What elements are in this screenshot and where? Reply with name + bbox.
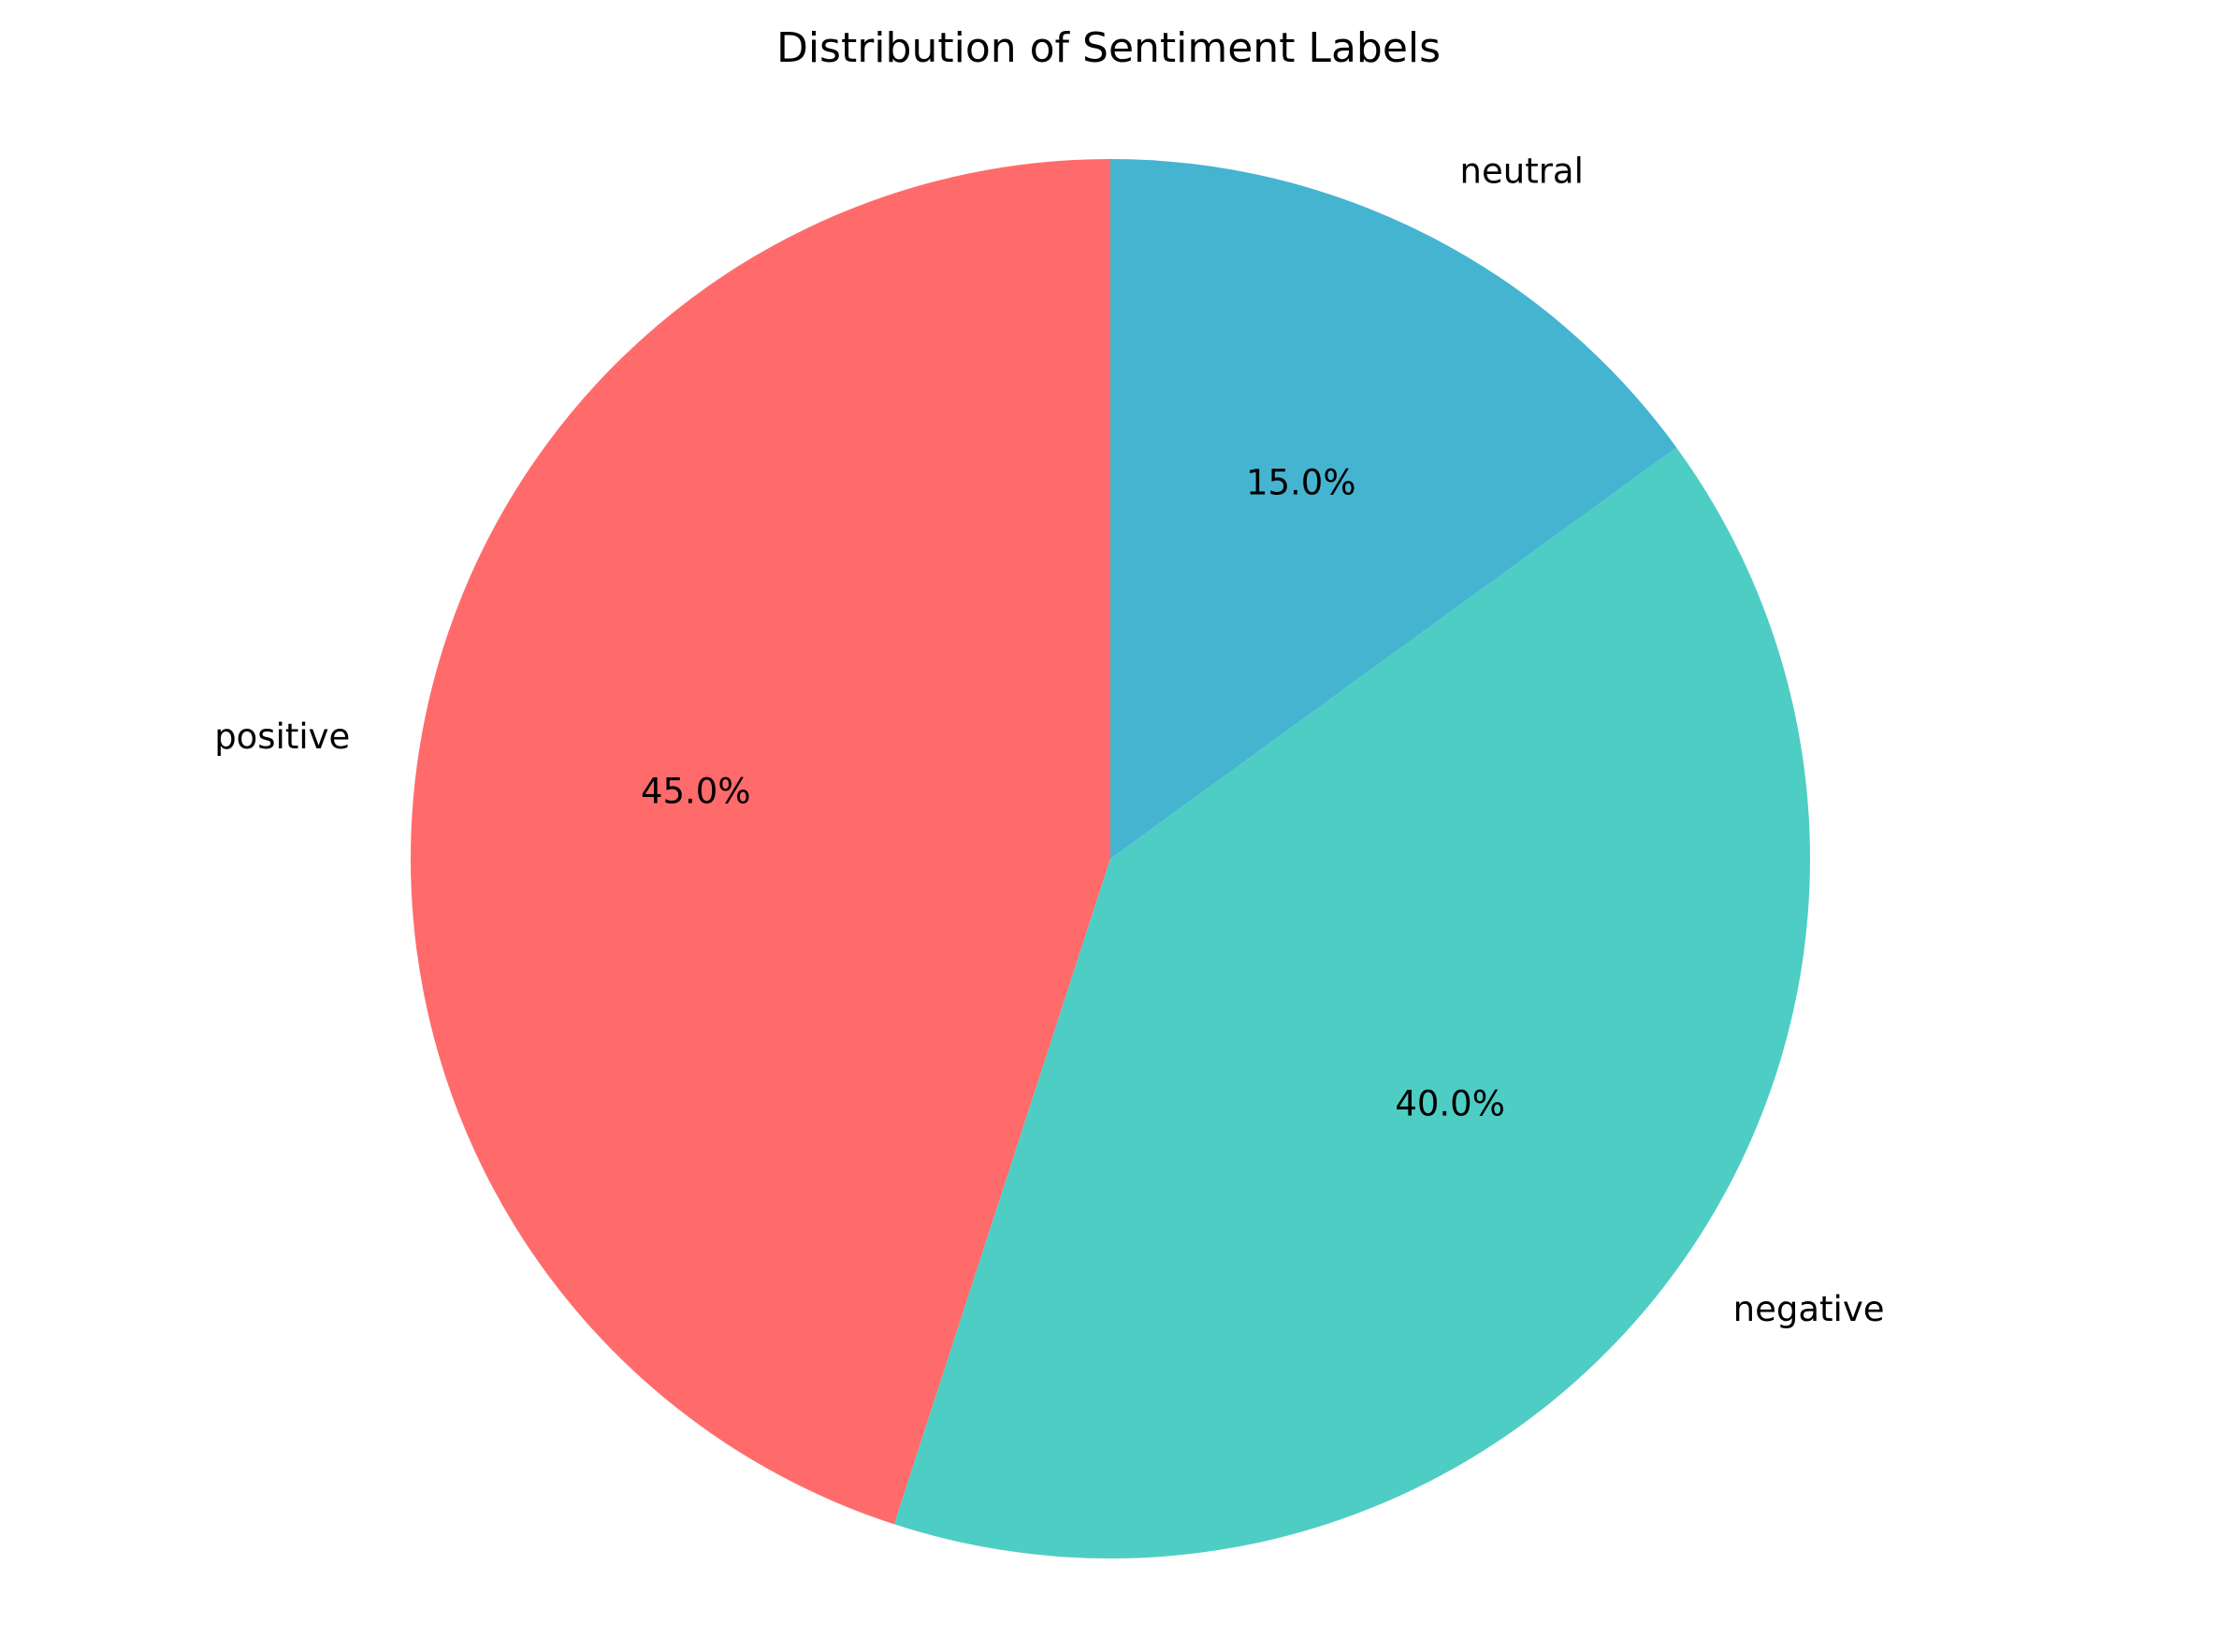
pie-slice-positive	[411, 159, 1110, 1525]
slice-label-neutral: neutral	[1460, 151, 1584, 191]
pie-slice-negative	[893, 447, 1810, 1558]
slice-label-negative: negative	[1733, 1289, 1885, 1329]
slice-percent-negative: 40.0%	[1395, 1083, 1505, 1123]
pie-slices	[411, 159, 1810, 1558]
slice-label-positive: positive	[214, 717, 350, 757]
slice-percent-positive: 45.0%	[641, 771, 751, 811]
pie-labels: positive 45.0% negative 40.0% neutral 15.0%	[214, 151, 1884, 1329]
slice-percent-neutral: 15.0%	[1246, 463, 1356, 503]
pie-slice-neutral	[1110, 159, 1677, 859]
chart-title: Distribution of Sentiment Labels	[776, 24, 1441, 72]
